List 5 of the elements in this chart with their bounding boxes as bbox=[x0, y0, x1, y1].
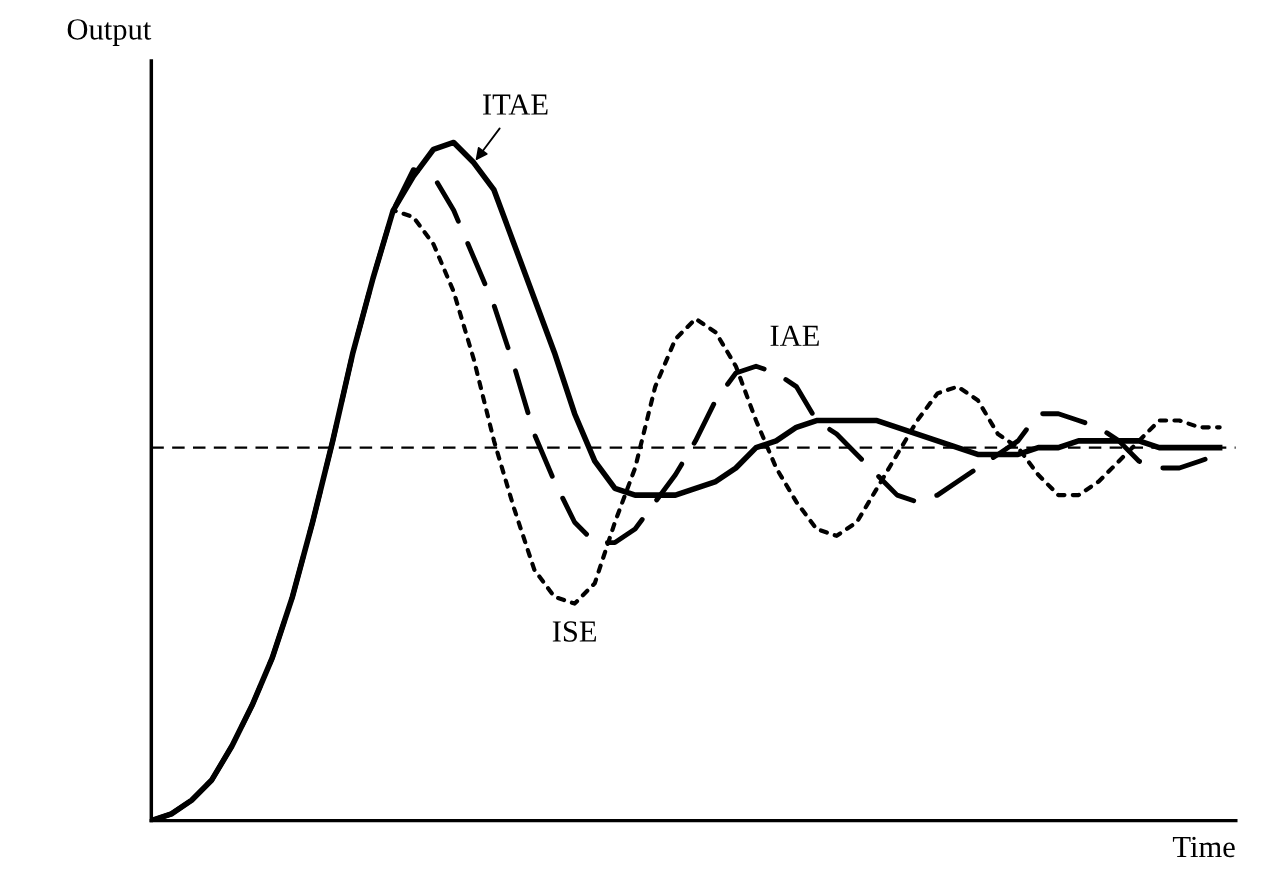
x-axis-title: Time bbox=[1172, 836, 1235, 858]
series-label: IAE bbox=[770, 325, 819, 346]
series-label: ITAE bbox=[483, 94, 548, 115]
y-axis-title: Output bbox=[67, 19, 152, 46]
series-label: ISE bbox=[552, 621, 597, 642]
